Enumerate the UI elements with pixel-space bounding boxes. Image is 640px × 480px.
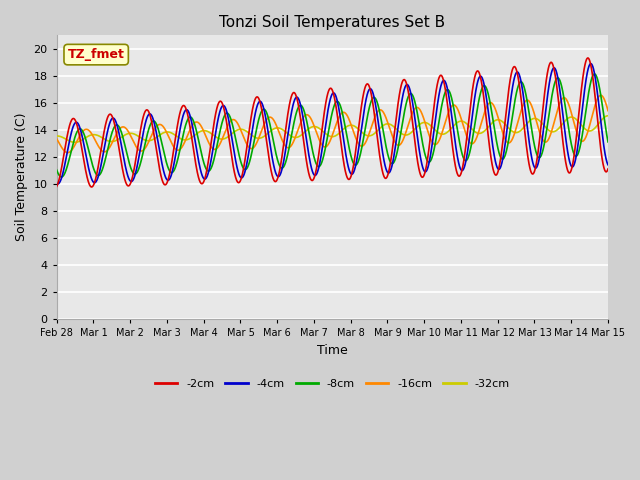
Legend: -2cm, -4cm, -8cm, -16cm, -32cm: -2cm, -4cm, -8cm, -16cm, -32cm <box>150 374 514 393</box>
Title: Tonzi Soil Temperatures Set B: Tonzi Soil Temperatures Set B <box>220 15 445 30</box>
X-axis label: Time: Time <box>317 344 348 357</box>
Text: TZ_fmet: TZ_fmet <box>68 48 125 61</box>
Y-axis label: Soil Temperature (C): Soil Temperature (C) <box>15 113 28 241</box>
